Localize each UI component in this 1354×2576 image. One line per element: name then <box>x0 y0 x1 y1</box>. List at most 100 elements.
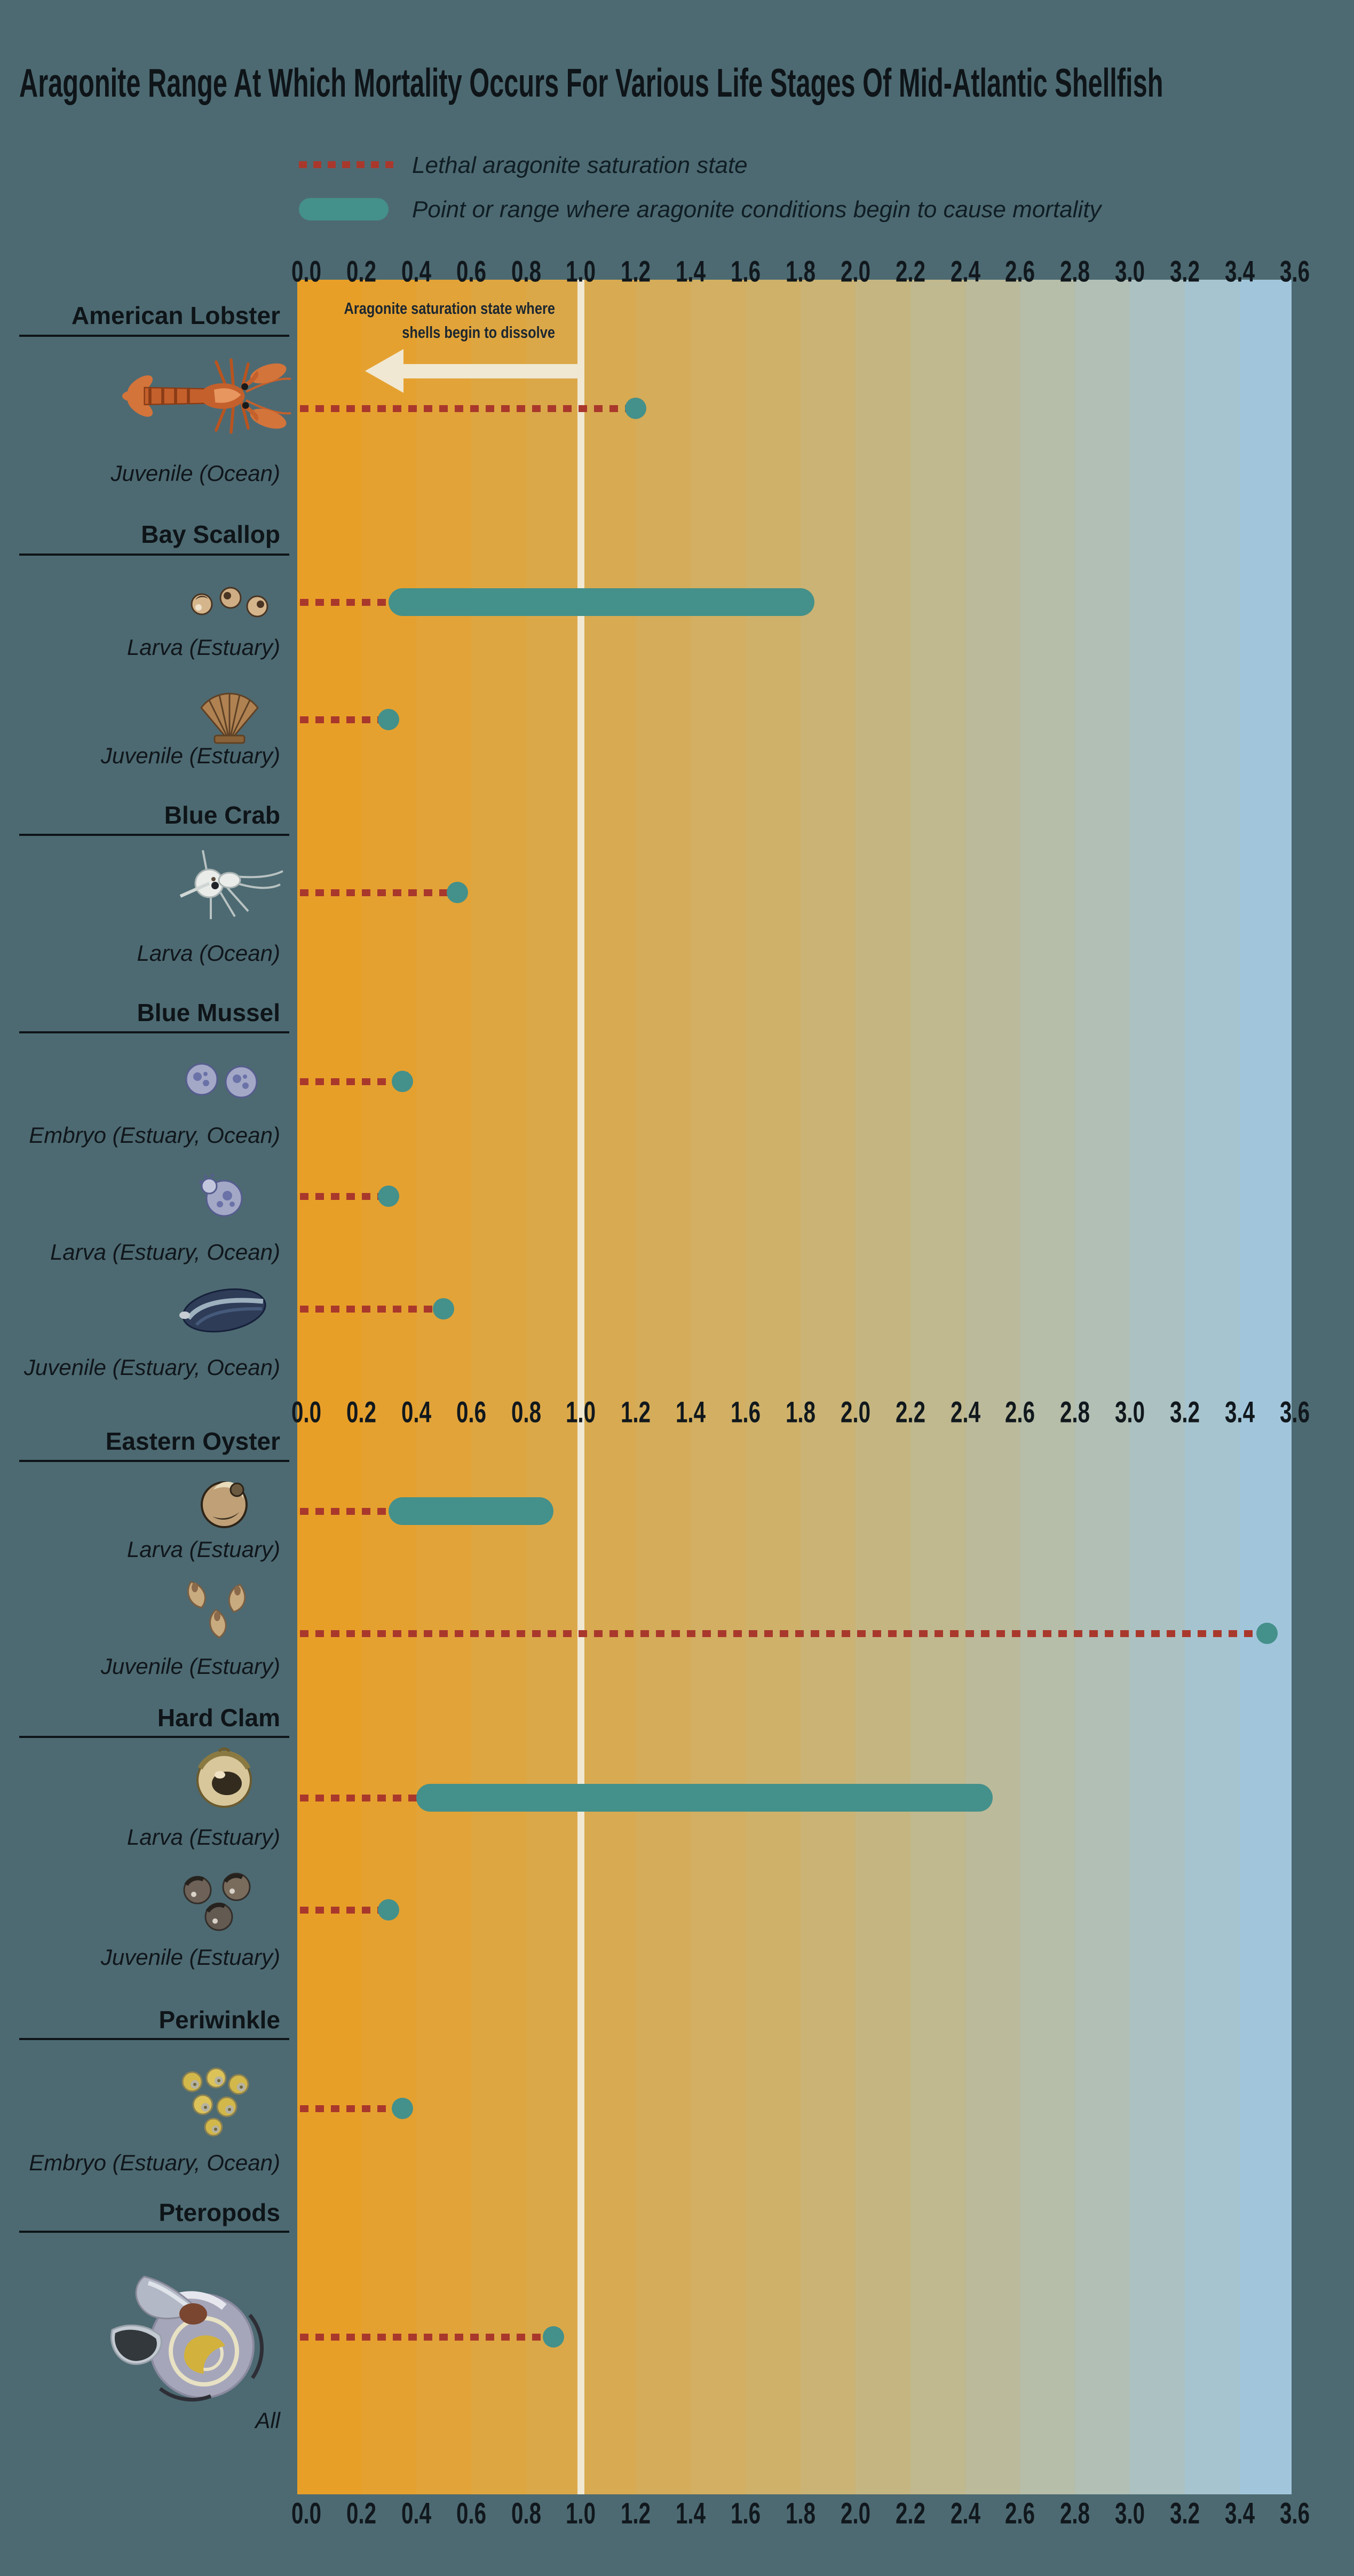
gradient-band <box>746 280 801 2494</box>
axis-tick: 0.0 <box>291 2496 322 2530</box>
axis-tick: 3.6 <box>1279 1395 1310 1429</box>
blue-crab-larva-icon <box>160 847 288 927</box>
blue-mussel-larva-icon <box>181 1169 262 1222</box>
gradient-band <box>581 280 637 2494</box>
species-underline <box>19 554 289 556</box>
lethal-dotted-line <box>300 1795 421 1801</box>
species-name-pteropods: Pteropods <box>159 2199 280 2226</box>
lethal-dotted-line <box>300 2105 393 2112</box>
species-underline <box>19 1736 289 1738</box>
bay-scallop-juvenile-icon <box>200 692 259 744</box>
mortality-range-bar <box>416 1784 993 1812</box>
stage-label: All <box>255 2408 280 2433</box>
axis-tick: 2.2 <box>895 2496 925 2530</box>
axis-tick: 1.6 <box>731 1395 761 1429</box>
axis-tick: 1.2 <box>621 254 651 288</box>
axis-tick: 1.0 <box>566 1395 596 1429</box>
blue-mussel-embryo-icon <box>176 1055 267 1106</box>
axis-tick: 1.4 <box>676 2496 706 2530</box>
species-name-hard-clam: Hard Clam <box>157 1704 280 1732</box>
axis-tick: 2.8 <box>1060 2496 1090 2530</box>
dissolve-annotation: Aragonite saturation state where shells … <box>344 299 555 342</box>
gradient-band <box>1130 280 1186 2494</box>
axis-tick: 2.2 <box>895 254 925 288</box>
gradient-band <box>471 280 527 2494</box>
lethal-dotted-line <box>300 2334 544 2341</box>
legend-mortality-bar-swatch <box>299 198 389 220</box>
mortality-dot <box>542 2326 564 2348</box>
axis-tick: 1.0 <box>566 2496 596 2530</box>
axis-tick: 2.0 <box>840 2496 870 2530</box>
legend-lethal-dotted-swatch <box>299 161 394 168</box>
lethal-dotted-line <box>300 1193 379 1200</box>
mortality-range-bar <box>389 588 814 616</box>
axis-tick: 2.6 <box>1005 1395 1035 1429</box>
lethal-dotted-line <box>300 599 393 606</box>
axis-tick: 2.4 <box>950 1395 980 1429</box>
stage-label: Juvenile (Estuary) <box>100 1945 280 1970</box>
stage-label: Embryo (Estuary, Ocean) <box>29 2150 280 2175</box>
mortality-dot <box>392 1071 414 1092</box>
axis-tick: 3.0 <box>1115 254 1145 288</box>
species-name-blue-crab: Blue Crab <box>164 801 280 829</box>
axis-tick: 2.0 <box>840 1395 870 1429</box>
stage-label: Juvenile (Estuary, Ocean) <box>23 1355 280 1380</box>
hard-clam-larva-icon <box>181 1742 267 1816</box>
dissolve-arrow <box>401 364 579 378</box>
axis-tick: 0.6 <box>456 1395 486 1429</box>
axis-tick: 1.8 <box>785 1395 815 1429</box>
axis-tick: 3.4 <box>1224 2496 1255 2530</box>
axis-tick: 0.0 <box>291 1395 322 1429</box>
axis-tick: 3.2 <box>1170 1395 1200 1429</box>
axis-tick: 3.2 <box>1170 2496 1200 2530</box>
axis-tick: 1.8 <box>785 2496 815 2530</box>
gradient-band <box>800 280 856 2494</box>
hard-clam-juvenile-icon <box>168 1868 275 1937</box>
legend-lethal-label: Lethal aragonite saturation state <box>412 152 748 178</box>
species-underline <box>19 2038 289 2040</box>
axis-tick: 1.0 <box>566 254 596 288</box>
species-underline <box>19 335 289 337</box>
species-name-periwinkle: Periwinkle <box>159 2006 280 2034</box>
axis-tick: 3.4 <box>1224 254 1255 288</box>
axis-tick: 2.6 <box>1005 2496 1035 2530</box>
blue-mussel-juvenile-icon <box>179 1288 266 1332</box>
axis-tick: 0.2 <box>346 2496 376 2530</box>
gradient-band <box>691 280 747 2494</box>
species-underline <box>19 834 289 836</box>
pteropods-icon <box>110 2275 264 2402</box>
axis-tick: 2.2 <box>895 1395 925 1429</box>
axis-tick: 0.6 <box>456 2496 486 2530</box>
species-underline <box>19 2231 289 2233</box>
stage-label: Larva (Estuary) <box>126 1537 280 1562</box>
axis-tick: 2.4 <box>950 254 980 288</box>
bay-scallop-larva-icon <box>191 587 268 618</box>
axis-tick: 2.4 <box>950 2496 980 2530</box>
stage-label: Larva (Estuary, Ocean) <box>50 1239 280 1265</box>
blue-mussel-larva-icon <box>199 1174 243 1217</box>
axis-tick: 1.2 <box>621 2496 651 2530</box>
lethal-dotted-line <box>300 1508 393 1515</box>
bay-scallop-juvenile-icon <box>184 680 275 747</box>
axis-tick: 0.6 <box>456 254 486 288</box>
lethal-dotted-line <box>300 1306 434 1313</box>
dissolve-arrow-head-icon <box>365 349 403 393</box>
chart-area <box>297 280 1292 2494</box>
hard-clam-juvenile-icon <box>183 1872 251 1931</box>
mortality-dot <box>446 882 468 903</box>
axis-tick: 3.4 <box>1224 1395 1255 1429</box>
stage-label: Juvenile (Ocean) <box>110 461 280 486</box>
species-name-blue-mussel: Blue Mussel <box>137 999 280 1026</box>
axis-tick: 2.8 <box>1060 254 1090 288</box>
lethal-dotted-line <box>300 1907 379 1914</box>
axis-tick: 3.2 <box>1170 254 1200 288</box>
axis-tick: 0.4 <box>401 1395 431 1429</box>
axis-tick: 2.6 <box>1005 254 1035 288</box>
species-underline <box>19 1031 289 1033</box>
blue-mussel-juvenile-icon <box>172 1281 276 1337</box>
pteropods-icon <box>80 2262 272 2406</box>
axis-tick: 0.8 <box>511 2496 541 2530</box>
gradient-band <box>526 280 582 2494</box>
gradient-band <box>1239 280 1292 2494</box>
american-lobster-icon <box>117 343 294 449</box>
